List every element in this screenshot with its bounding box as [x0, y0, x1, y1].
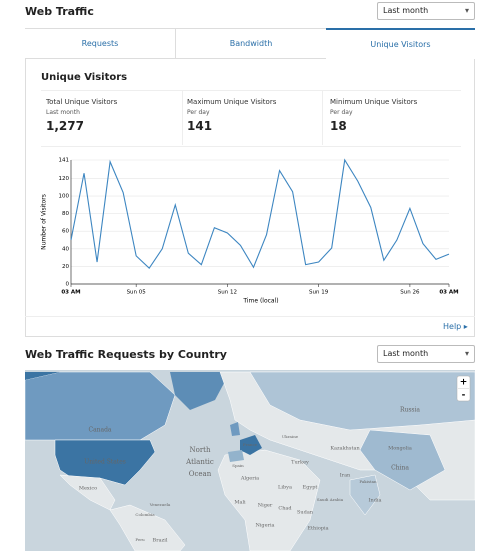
map-label: Venezuela [149, 502, 171, 507]
tab-active[interactable]: Unique Visitors [326, 28, 475, 59]
map-label: Ukraine [282, 434, 299, 439]
map-label: Pakistan [359, 479, 377, 484]
map-label: Iran [340, 473, 351, 479]
map-label: China [391, 465, 409, 472]
map-label: United States [84, 459, 126, 466]
land [109, 504, 186, 551]
zoom-in[interactable]: + [460, 378, 468, 388]
range-dropdown[interactable]: Last month [377, 345, 475, 363]
land [228, 450, 244, 462]
x-tick-label: 03 AM [61, 290, 80, 296]
land [25, 372, 60, 380]
stat-value: 1,277 [46, 119, 84, 133]
x-tick-label: Sun 19 [309, 290, 329, 296]
section-title: Web Traffic [25, 5, 94, 18]
chart: Number of Visitors Time (local) 0 20 40 60 8… [41, 158, 459, 305]
land [249, 371, 475, 431]
map-label: Spain [232, 463, 244, 468]
map-label: Colombia [135, 512, 155, 517]
map-label: Atlantic [185, 458, 214, 466]
map-label: Canada [88, 427, 111, 434]
panel-title: Unique Visitors [41, 72, 128, 83]
divider [25, 316, 475, 317]
map-label: Kazakhstan [330, 446, 360, 452]
map-label: North [189, 446, 210, 454]
stat-value: 141 [187, 119, 213, 133]
y-tick-label: 0 [66, 282, 70, 288]
line [70, 158, 450, 270]
map-label: Brazil [153, 538, 168, 544]
x-tick-label: Sun 05 [127, 290, 147, 296]
divider [182, 90, 183, 145]
stats [41, 90, 461, 147]
stat: Maximum Unique Visitors Per day 141 [187, 98, 276, 133]
y-tick-label: 60 [62, 229, 69, 235]
map-label: Mexico [79, 486, 97, 492]
section-title: Web Traffic Requests by Country [25, 348, 227, 361]
map-label: Saudi Arabia [317, 497, 344, 502]
y-tick-label: 120 [59, 176, 70, 182]
stat-period: Per day [187, 109, 210, 116]
land [240, 435, 262, 455]
map-label: Russia [400, 407, 420, 414]
land [359, 429, 446, 491]
y-tick-label: 100 [59, 194, 70, 200]
map-label: France [243, 442, 258, 447]
zoom-out[interactable]: - [462, 391, 466, 401]
stat: Total Unique Visitors Last month 1,277 [46, 98, 117, 133]
land [54, 439, 156, 486]
map-label: Mongolia [388, 446, 412, 452]
stat-period: Per day [330, 109, 353, 116]
range-dropdown[interactable]: Last month [377, 2, 475, 20]
y-tick-label: 40 [62, 246, 69, 252]
map-label: Libya [278, 485, 292, 491]
map-label: Niger [258, 503, 273, 509]
y-axis-label: Number of Visitors [41, 194, 48, 250]
x-tick-label: 03 AM [439, 290, 458, 296]
map-label: India [369, 498, 382, 504]
map-label: Sudan [297, 510, 314, 516]
land [25, 371, 176, 441]
stat-label: Maximum Unique Visitors [187, 98, 277, 106]
land [217, 449, 321, 551]
map-label: Nigeria [255, 523, 274, 529]
map-label: Algeria [240, 476, 259, 482]
map-label: Peru [135, 537, 145, 542]
map-label: Mali [234, 500, 246, 506]
divider [322, 90, 323, 145]
tab[interactable]: Requests [25, 28, 176, 59]
map-label: Turkey [291, 460, 309, 466]
stat-label: Total Unique Visitors [46, 98, 118, 106]
land [230, 422, 240, 436]
y-tick-label: 141 [59, 158, 70, 164]
help-link[interactable]: Help ▸ [443, 322, 468, 331]
map: + - Canada United States Mexico North Atlant… [25, 370, 475, 551]
y-tick-label: 20 [62, 264, 69, 270]
land [349, 474, 381, 516]
stat-period: Last month [46, 109, 80, 116]
map-label: Ocean [189, 470, 212, 478]
stat-value: 18 [330, 119, 347, 133]
x-axis-label: Time (local) [242, 298, 278, 305]
x-tick-label: Sun 26 [400, 290, 420, 296]
map-label: Chad [278, 506, 292, 512]
x-tick-label: Sun 12 [218, 290, 237, 296]
map-label: Ethiopia [307, 526, 328, 532]
land [170, 372, 230, 410]
map-label: Egypt [303, 485, 318, 491]
stat-label: Minimum Unique Visitors [330, 98, 418, 106]
stat: Minimum Unique Visitors Per day 18 [330, 98, 417, 133]
help-text[interactable]: Help [443, 322, 462, 331]
tab[interactable]: Bandwidth [176, 28, 327, 59]
y-tick-label: 80 [62, 211, 69, 217]
